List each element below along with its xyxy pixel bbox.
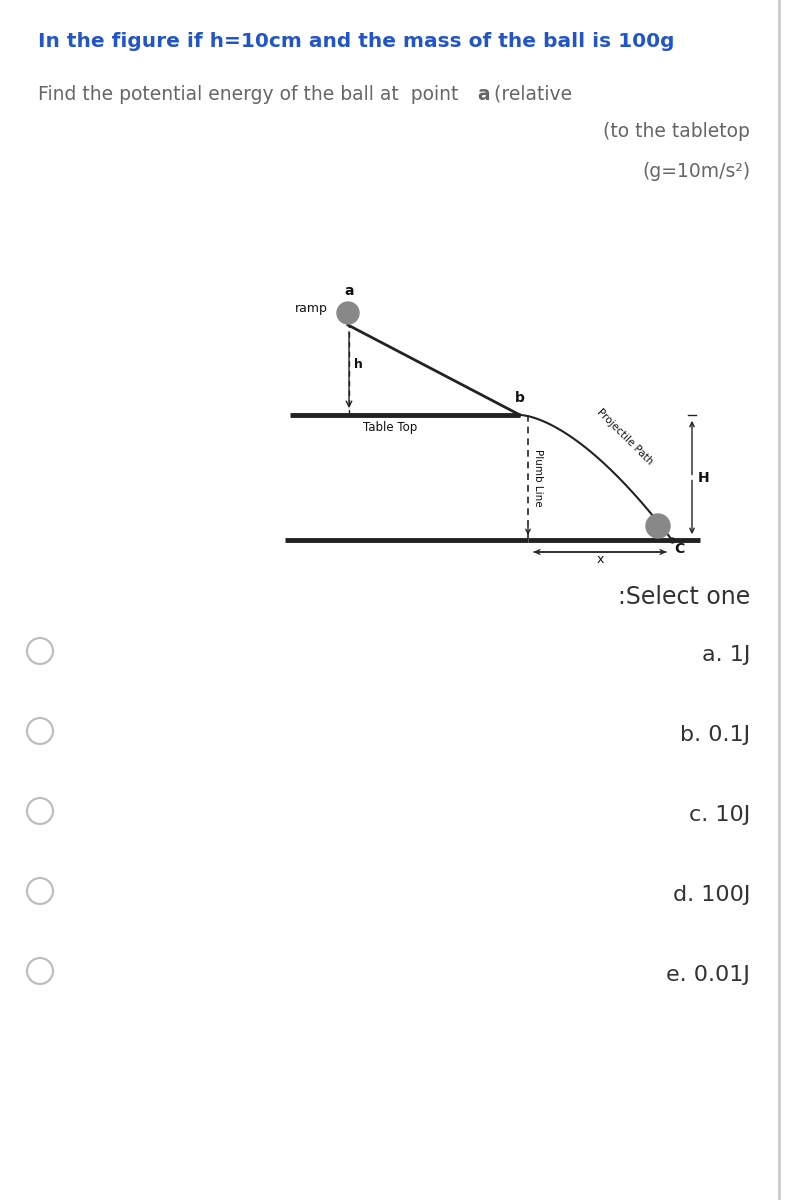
Text: C: C [674, 542, 685, 556]
Text: (relative: (relative [488, 85, 572, 104]
Text: In the figure if h=10cm and the mass of the ball is 100g: In the figure if h=10cm and the mass of … [38, 32, 674, 50]
Text: c. 10J: c. 10J [689, 805, 750, 826]
Text: b: b [515, 391, 525, 404]
Text: H: H [698, 470, 709, 485]
Circle shape [646, 514, 670, 538]
Text: a: a [344, 284, 353, 298]
Text: Projectile Path: Projectile Path [595, 407, 654, 467]
Text: Find the potential energy of the ball at  point: Find the potential energy of the ball at… [38, 85, 464, 104]
Text: e. 0.01J: e. 0.01J [666, 965, 750, 985]
Text: b. 0.1J: b. 0.1J [680, 725, 750, 745]
Circle shape [337, 302, 359, 324]
Text: ramp: ramp [295, 302, 328, 314]
Text: Table Top: Table Top [363, 421, 417, 434]
Text: a: a [477, 85, 490, 104]
Text: d. 100J: d. 100J [673, 886, 750, 905]
Text: a. 1J: a. 1J [701, 646, 750, 665]
Text: :Select one: :Select one [618, 584, 750, 608]
Text: h: h [354, 359, 363, 372]
Text: (g=10m/s²): (g=10m/s²) [642, 162, 750, 181]
Text: x: x [596, 553, 603, 566]
Text: Plumb Line: Plumb Line [533, 449, 543, 506]
Text: (to the tabletop: (to the tabletop [603, 122, 750, 140]
